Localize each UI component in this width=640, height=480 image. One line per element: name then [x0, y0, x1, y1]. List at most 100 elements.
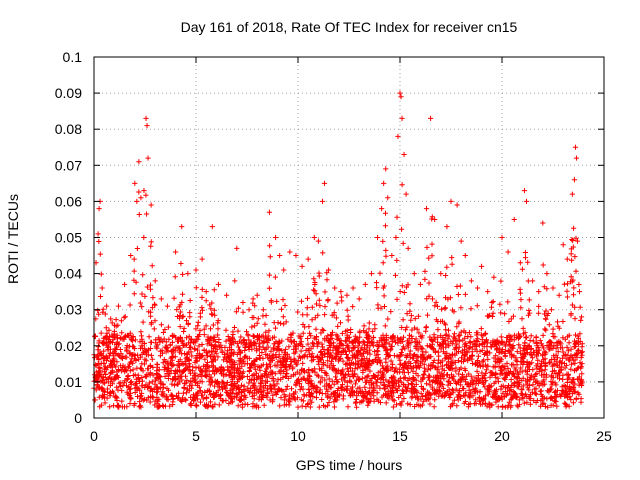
y-tick-label: 0.02 [55, 338, 82, 354]
y-axis-label: ROTI / TECUs [5, 194, 21, 284]
roti-point [517, 260, 523, 266]
roti-point [417, 281, 423, 288]
roti-point [177, 379, 183, 385]
roti-point [576, 289, 583, 295]
roti-point [307, 397, 313, 403]
roti-point [295, 404, 301, 410]
roti-point [564, 256, 570, 262]
roti-point [495, 397, 501, 403]
roti-point [397, 400, 403, 407]
x-tick-label: 10 [290, 428, 306, 444]
roti-point [573, 155, 580, 161]
roti-point [374, 234, 381, 241]
roti-point [468, 278, 474, 284]
roti-point [411, 271, 417, 277]
roti-point [185, 271, 191, 277]
roti-point [326, 267, 332, 273]
roti-point [145, 155, 151, 161]
roti-point [319, 198, 326, 204]
roti-point [209, 224, 215, 230]
roti-point [107, 382, 113, 389]
roti-point [344, 292, 350, 298]
roti-point [299, 263, 305, 269]
roti-point [474, 285, 481, 291]
roti-point [107, 339, 113, 345]
y-tick-label: 0.06 [55, 193, 82, 209]
roti-point [395, 133, 401, 140]
roti-point [128, 252, 134, 259]
roti-point [530, 278, 536, 284]
roti-point [154, 386, 160, 392]
roti-point [544, 271, 550, 277]
roti-point [381, 180, 387, 186]
roti-point [272, 234, 279, 241]
y-tick-label: 0.09 [55, 85, 82, 101]
chart-title: Day 161 of 2018, Rate Of TEC Index for r… [181, 19, 518, 35]
y-tick-label: 0.03 [55, 302, 82, 318]
roti-point [569, 191, 575, 197]
roti-point [321, 180, 328, 186]
roti-point [215, 281, 222, 288]
y-tick-label: 0.07 [55, 157, 82, 173]
roti-point [348, 379, 354, 385]
roti-point [368, 271, 375, 277]
roti-point [213, 390, 219, 396]
roti-point [450, 390, 456, 396]
roti-point [444, 224, 450, 230]
roti-point [454, 202, 460, 208]
roti-point [138, 404, 144, 410]
roti-point [119, 364, 126, 371]
roti-point [266, 209, 273, 215]
roti-point [260, 307, 266, 313]
roti-point [238, 375, 244, 381]
roti-point [540, 220, 546, 226]
roti-point [332, 285, 338, 291]
x-tick-labels: 0 5 10 15 20 25 [90, 428, 612, 444]
roti-point [387, 382, 393, 389]
roti-point [536, 289, 542, 295]
roti-point [315, 238, 321, 244]
roti-point [389, 252, 395, 259]
roti-point [283, 393, 289, 399]
roti-point [246, 307, 252, 313]
x-tick-label: 0 [90, 428, 98, 444]
roti-point [232, 278, 238, 284]
roti-point [393, 234, 399, 241]
roti-point [499, 234, 505, 241]
roti-point [99, 285, 105, 291]
x-tick-label: 15 [392, 428, 408, 444]
roti-point [572, 144, 579, 150]
roti-point [399, 115, 405, 121]
roti-point [250, 296, 256, 302]
roti-point [578, 382, 585, 389]
roti-point [578, 314, 585, 320]
roti-point [405, 245, 411, 251]
x-tick-label: 5 [192, 428, 200, 444]
roti-point [505, 249, 511, 255]
roti-point [323, 386, 330, 392]
roti-point [338, 289, 344, 295]
roti-point [487, 404, 493, 410]
roti-point [311, 234, 317, 241]
roti-point [521, 187, 528, 194]
roti-point [462, 252, 468, 259]
roti-point [511, 216, 517, 223]
roti-point [362, 281, 368, 288]
y-tick-label: 0.01 [55, 374, 82, 390]
roti-point [366, 390, 372, 396]
roti-point [144, 122, 150, 129]
roti-point [164, 303, 171, 309]
roti-point [293, 252, 299, 259]
roti-point [470, 379, 477, 385]
roti-point [152, 278, 158, 284]
roti-point [532, 386, 538, 392]
roti-point [491, 274, 497, 280]
roti-point [199, 256, 205, 262]
roti-point [383, 166, 389, 172]
y-tick-label: 0.04 [55, 266, 82, 282]
roti-point [552, 393, 558, 399]
y-tick-label: 0.05 [55, 230, 82, 246]
roti-point [560, 242, 566, 248]
roti-point [409, 393, 415, 399]
